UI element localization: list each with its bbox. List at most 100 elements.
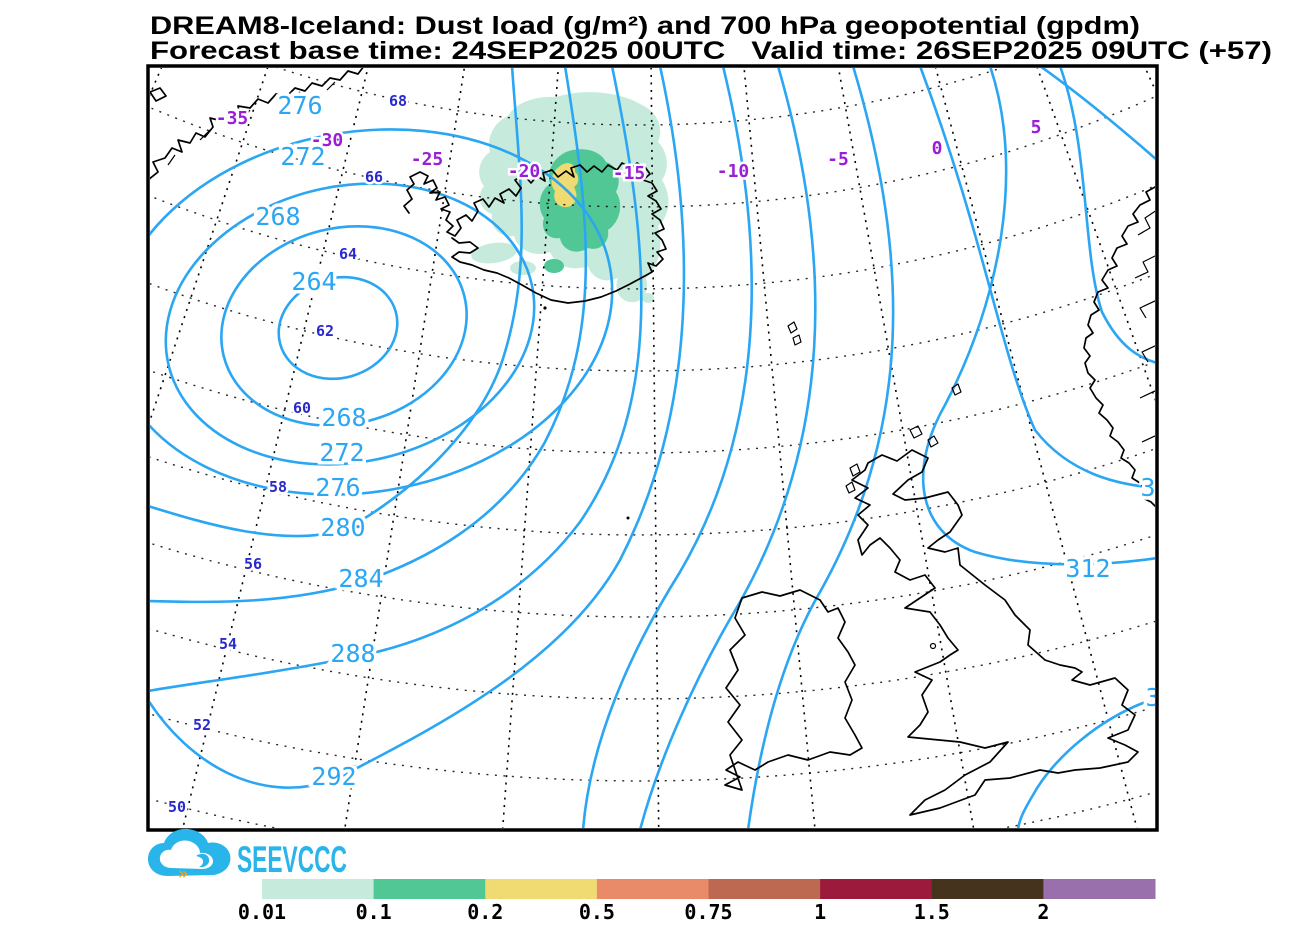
colorbar-tick-label: 0.01 [238, 900, 286, 924]
colorbar-tick-label: 1.5 [914, 900, 950, 924]
contour-292 [150, 68, 686, 789]
orkney-shetland-islets [909, 383, 962, 448]
chevron-icon: » [178, 864, 188, 884]
geopotential-label-layer: 276 272 268 264 268 272 276 280 284 288 292 312 3 3 [252, 88, 1160, 795]
meridian-line [1036, 68, 1155, 402]
dust-area-low [471, 242, 517, 264]
greenland-islet [150, 87, 167, 102]
dust-area-mid [544, 259, 564, 273]
geopotential-contour-label: 268 [255, 202, 300, 231]
meridian-line [837, 68, 975, 828]
contour-320 [1059, 68, 1155, 364]
colorbar-segment [596, 879, 709, 899]
colorbar-tick-label: 0.75 [684, 900, 732, 924]
latitude-label: 60 [293, 399, 311, 417]
longitude-label: -25 [411, 149, 444, 170]
dust-load-shading [471, 92, 669, 303]
coastlines [150, 68, 1155, 816]
contour-308 [919, 68, 1155, 490]
geopotential-contour-label: 3 [1140, 473, 1155, 502]
cloud-icon: » [148, 828, 231, 884]
geopotential-contour-label: 268 [321, 403, 366, 432]
geopotential-contour-label: 288 [330, 639, 375, 668]
rockall-islet [626, 516, 630, 520]
geopotential-contour-label: 292 [311, 762, 356, 791]
longitude-label: 0 [932, 138, 943, 159]
faroe-islets [787, 321, 802, 346]
colorbar-tick-label: 0.5 [579, 900, 615, 924]
geopotential-contour-label: 276 [277, 91, 322, 120]
latitude-label: 58 [269, 478, 287, 496]
contour-276 [150, 128, 614, 496]
iceland-coastline [403, 162, 667, 304]
isle-of-man-islet [929, 642, 937, 650]
norway-fjords [1134, 210, 1155, 486]
latitude-label: 64 [339, 245, 357, 263]
latitude-label: 54 [219, 635, 237, 653]
contour-268 [220, 224, 468, 428]
contour-288 [150, 68, 643, 692]
contour-284 [150, 68, 588, 604]
latitude-label: 68 [389, 92, 407, 110]
contour-316 [1016, 697, 1155, 828]
geopotential-contour-label: 272 [280, 142, 325, 171]
colorbar-segment [820, 879, 933, 899]
longitude-label: -15 [613, 163, 646, 184]
ireland-coastline [724, 589, 863, 791]
geopotential-contour-label: 264 [291, 267, 336, 296]
hebrides-islets [845, 463, 861, 494]
longitude-label: -30 [311, 130, 344, 151]
greenland-fjords [167, 81, 336, 166]
latitude-label: 66 [365, 168, 383, 186]
longitude-label: 5 [1031, 117, 1042, 138]
contour-300 [639, 68, 817, 828]
greenland-coastline [150, 68, 364, 180]
latitude-label: 50 [168, 798, 186, 816]
contour-280 [150, 68, 523, 538]
longitude-label: -35 [216, 108, 249, 129]
geopotential-contours [150, 68, 1155, 828]
colorbar-tick-label: 0.2 [467, 900, 503, 924]
map-frame [146, 64, 1159, 832]
parallel-line [150, 448, 1155, 536]
geopotential-contour-label: 276 [315, 473, 360, 502]
colorbar-segment [708, 879, 821, 899]
meridian-line [150, 68, 163, 97]
dust-area-low [510, 261, 536, 275]
geopotential-contour-label: 312 [1065, 554, 1110, 583]
norway-coastline [1083, 186, 1155, 508]
geopotential-contour-label: 284 [338, 564, 383, 593]
colorbar-segment [931, 879, 1044, 899]
colorbar-segment [262, 879, 375, 899]
contour-324 [1040, 68, 1155, 160]
geopotential-contour-label: 3 [1145, 683, 1160, 712]
latitude-label-layer: 68 66 64 62 60 58 56 54 52 50 [165, 90, 409, 819]
colorbar-tick-label: 1 [814, 900, 826, 924]
great-britain-coastline [851, 449, 1139, 816]
figure-subtitle: Forecast base time: 24SEP2025 00UTC Vali… [150, 37, 1272, 65]
colorbar-segment [485, 879, 598, 899]
longitude-label: -20 [508, 161, 541, 182]
latitude-label: 62 [316, 322, 334, 340]
vestmannaeyjar-islet [543, 306, 547, 310]
colorbar-segment [373, 879, 486, 899]
dust-area-low [642, 293, 654, 303]
parallel-line [150, 185, 1155, 290]
colorbar-segment [1043, 879, 1156, 899]
contour-312 [921, 68, 1155, 566]
contour-272 [164, 182, 536, 466]
contour-296 [581, 68, 754, 828]
contour-304 [746, 68, 895, 828]
geopotential-contour-label: 280 [320, 513, 365, 542]
longitude-label-layer: -35 -30 -25 -20 -15 -10 -5 0 5 [213, 106, 1044, 187]
latitude-label: 56 [244, 555, 262, 573]
parallel-line [276, 68, 1004, 126]
parallel-line [150, 273, 1155, 372]
longitude-label: -10 [717, 161, 750, 182]
longitude-label: -5 [827, 149, 849, 170]
parallel-line [150, 534, 1155, 618]
